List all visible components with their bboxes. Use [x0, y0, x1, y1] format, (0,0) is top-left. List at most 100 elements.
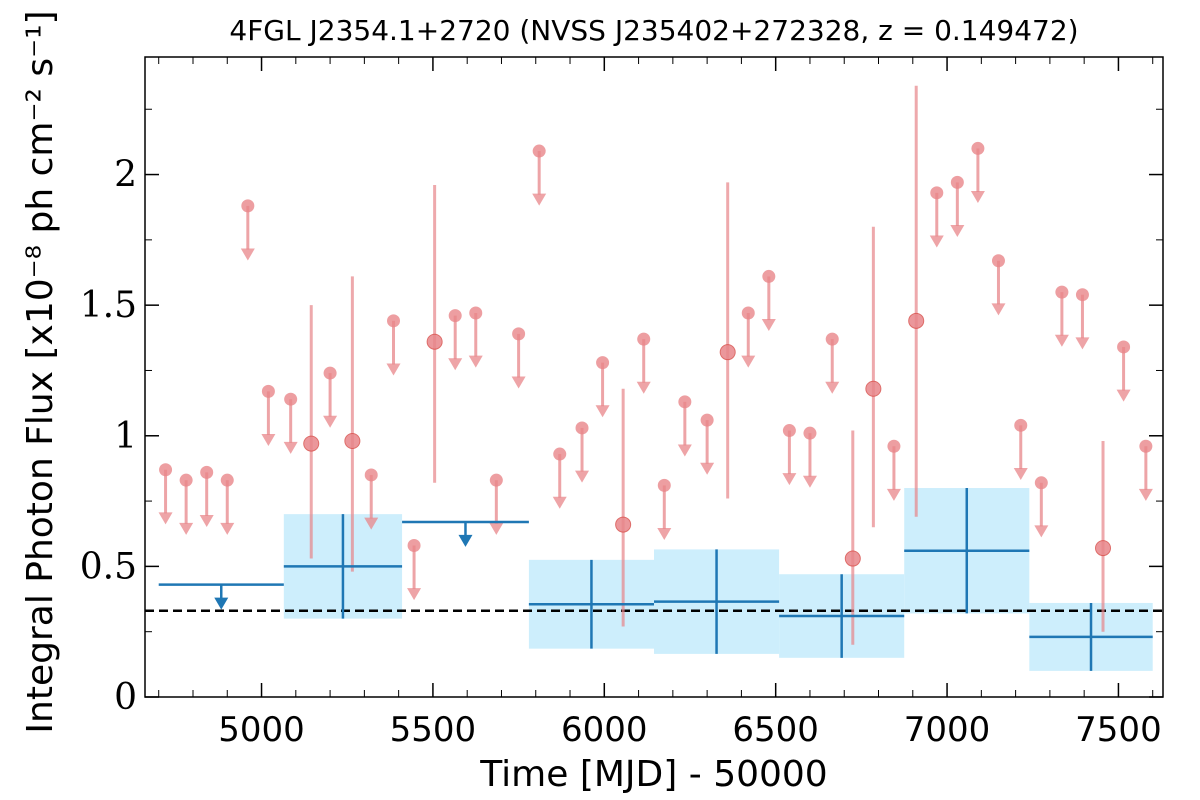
short-bin-point [865, 380, 882, 397]
short-bin-point [971, 141, 985, 155]
short-bin-point [575, 421, 589, 435]
upper-limit-arrow [220, 522, 235, 535]
upper-limit-arrow [636, 381, 651, 394]
short-bin-point [719, 344, 736, 361]
upper-limit-arrow [158, 512, 173, 525]
y-tick-label: 1.5 [80, 285, 137, 326]
y-tick-label: 0 [114, 677, 137, 718]
short-bin-point [1117, 340, 1131, 354]
short-bin-point [1139, 439, 1153, 453]
short-bin-point [844, 550, 861, 567]
short-bin-point [284, 392, 298, 406]
upper-limit-arrow [782, 473, 797, 486]
upper-limit-arrow [364, 517, 379, 530]
short-bin-point [512, 327, 526, 341]
short-bin-point [553, 447, 567, 461]
short-bin-point [1075, 288, 1089, 302]
upper-limit-arrow [802, 475, 817, 488]
short-bin-point [803, 426, 817, 440]
x-tick-label: 7500 [1075, 710, 1162, 750]
short-bin-point [448, 309, 462, 323]
x-tick-label: 6500 [732, 710, 819, 750]
upper-limit-arrow [970, 191, 985, 204]
upper-limit-arrow [448, 358, 463, 371]
short-bin-point [344, 433, 361, 449]
short-bin-point [241, 199, 255, 213]
upper-limit-arrow [1116, 389, 1131, 402]
x-tick-label: 5500 [390, 710, 477, 750]
upper-limit-arrow [552, 496, 567, 509]
upper-limit-arrow [489, 522, 504, 535]
short-bin-point [991, 254, 1005, 268]
short-bin-point [1014, 418, 1028, 432]
upper-limit-arrow [323, 415, 338, 428]
upper-limit-arrow [741, 355, 756, 368]
upper-limit-arrow [950, 225, 965, 238]
long-bin-limit-arrow [458, 534, 473, 547]
short-bin-point [200, 465, 214, 479]
plot-frame [144, 56, 1164, 698]
short-bin-point [615, 516, 632, 533]
upper-limit-arrow [677, 444, 692, 457]
upper-limit-arrow [261, 434, 276, 446]
short-bin-point [387, 314, 401, 328]
upper-limit-arrow [700, 462, 715, 475]
short-bin-point [678, 395, 692, 409]
short-bin-point [323, 366, 337, 380]
axis-ticks: 5000 5500 6000 6500 7000 7500 0 0.5 1 1.5 2 [80, 57, 1163, 750]
y-tick-label: 0.5 [80, 546, 137, 587]
upper-limit-arrow [595, 405, 610, 418]
short-bin-point [426, 333, 443, 350]
short-bin-point [469, 306, 483, 320]
upper-limit-arrow [468, 355, 483, 368]
upper-limit-arrow [657, 528, 672, 541]
upper-limit-arrow [1075, 337, 1090, 350]
upper-limit-arrow [1138, 488, 1153, 501]
short-bin-point [489, 473, 503, 487]
upper-limit-arrow [761, 319, 776, 332]
upper-limit-arrow [575, 470, 590, 483]
short-bin-point [887, 439, 901, 453]
short-bin-point [637, 332, 651, 346]
upper-limit-arrow [407, 588, 422, 601]
x-tick-label: 6000 [561, 710, 648, 750]
x-tick-label: 5000 [218, 710, 305, 750]
short-bin-point [908, 312, 925, 329]
y-axis-label: Integral Photon Flux [x10⁻⁸ ph cm⁻² s⁻¹] [20, 10, 61, 733]
short-bin-point [596, 356, 610, 370]
chart-title: 4FGL J2354.1+2720 (NVSS J235402+272328, … [229, 14, 1078, 47]
upper-limit-arrow [240, 248, 255, 261]
short-bin-point [261, 384, 275, 398]
short-bin-point [700, 413, 714, 427]
y-tick-label: 2 [114, 155, 137, 196]
short-bin-point [950, 175, 964, 189]
short-bin-point [657, 478, 671, 492]
short-bin-point [220, 473, 234, 487]
short-bin-point [825, 332, 839, 346]
x-tick-label: 7000 [904, 710, 991, 750]
short-bin-point [407, 538, 421, 552]
x-axis-label: Time [MJD] - 50000 [479, 754, 827, 795]
upper-limit-arrow [825, 381, 840, 394]
upper-limit-arrow [929, 235, 944, 248]
short-bin-point [930, 186, 944, 200]
short-bin-point [1095, 540, 1112, 557]
short-bin-point [159, 463, 173, 477]
long-bin-series [158, 488, 1153, 671]
short-bin-point [364, 468, 378, 482]
upper-limit-arrow [511, 376, 526, 389]
upper-limit-arrow [283, 441, 298, 454]
upper-limit-arrow [1013, 467, 1028, 480]
upper-limit-arrow [886, 488, 901, 501]
short-bin-point [1034, 476, 1048, 490]
short-bin-point [303, 435, 320, 452]
short-bin-point [179, 473, 193, 487]
y-tick-label: 1 [114, 416, 137, 457]
long-bin-limit-arrow [214, 597, 229, 610]
short-bin-point [782, 424, 796, 438]
short-bin-point [532, 144, 546, 158]
upper-limit-arrow [179, 522, 194, 535]
upper-limit-arrow [199, 514, 214, 527]
short-bin-point [1055, 285, 1069, 299]
upper-limit-arrow [991, 303, 1006, 316]
